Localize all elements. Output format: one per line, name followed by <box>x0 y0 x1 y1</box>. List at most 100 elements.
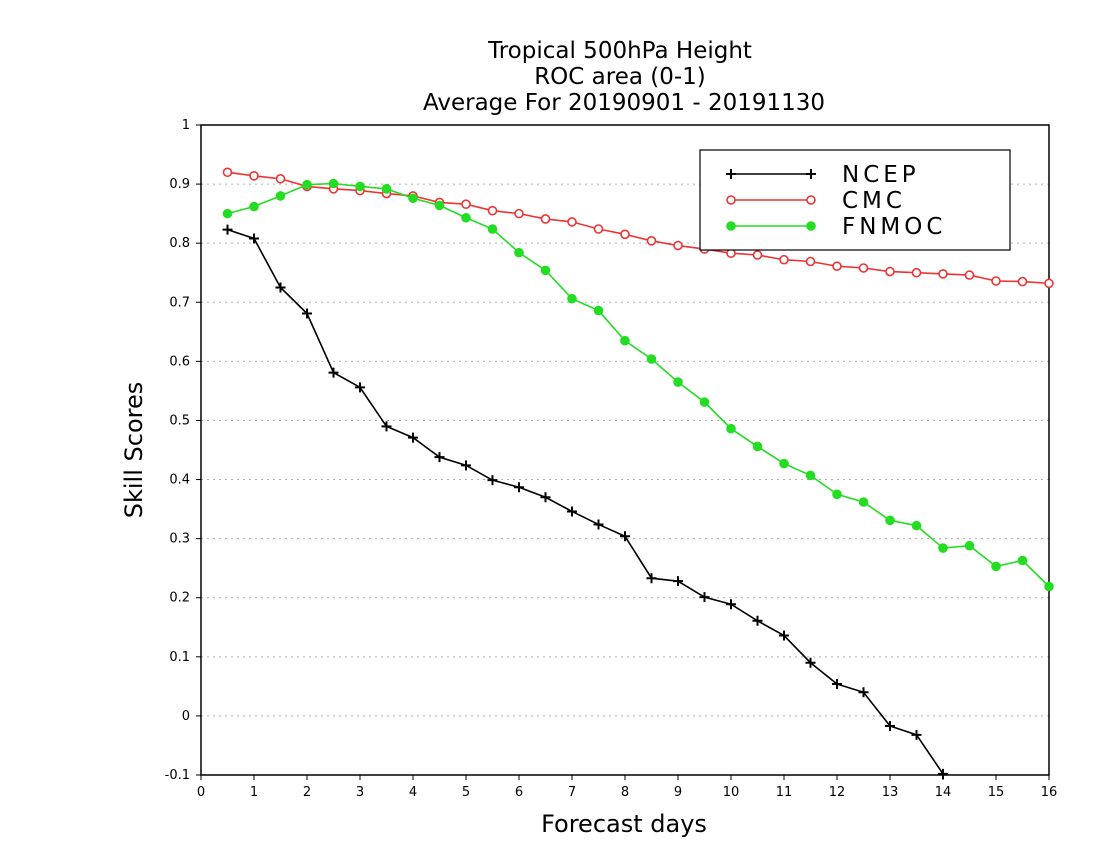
ncep-marker <box>222 224 233 235</box>
y-tick-label: -0.1 <box>165 768 190 783</box>
fnmoc-marker <box>249 201 259 212</box>
y-tick-label: 1 <box>182 118 190 133</box>
ncep-marker <box>885 720 895 731</box>
chart-title: Tropical 500hPa Height ROC area (0-1) Av… <box>423 38 825 116</box>
fnmoc-marker <box>938 543 948 553</box>
fnmoc-marker <box>355 181 365 192</box>
chart-title-line-1: Tropical 500hPa Height <box>487 38 752 64</box>
cmc-marker <box>620 229 630 240</box>
x-tick-label: 2 <box>303 785 311 800</box>
x-tick-label: 9 <box>674 785 682 800</box>
fnmoc-marker <box>461 212 471 223</box>
fnmoc-marker <box>779 458 789 469</box>
cmc-marker <box>964 270 975 280</box>
y-axis-title: Skill Scores <box>120 382 148 519</box>
cmc-marker <box>752 250 763 260</box>
y-tick-label: 0.3 <box>169 532 190 547</box>
fnmoc-marker <box>434 200 445 211</box>
fnmoc-marker <box>381 184 392 194</box>
cmc-marker <box>911 267 922 278</box>
x-tick-label: 1 <box>250 785 258 800</box>
legend-item-ncep: NCEP <box>726 162 920 188</box>
x-tick-label: 7 <box>568 785 576 800</box>
fnmoc-marker <box>911 520 922 531</box>
ncep-marker <box>487 475 498 486</box>
series-layer <box>222 167 1054 779</box>
cmc-marker <box>461 199 471 209</box>
ncep-marker <box>620 531 630 542</box>
fnmoc-marker <box>1017 555 1028 566</box>
legend-fnmoc-marker <box>726 221 736 231</box>
cmc-marker <box>514 208 524 219</box>
ncep-marker <box>646 573 657 584</box>
y-tick-label: 0 <box>182 709 190 724</box>
fnmoc-series <box>222 178 1054 592</box>
legend-item-cmc: CMC <box>726 188 902 214</box>
legend-cmc-marker <box>806 195 816 205</box>
x-tick-label: 14 <box>935 785 952 800</box>
legend-cmc-marker <box>726 195 736 205</box>
legend-fnmoc-marker <box>806 221 816 231</box>
legend-ncep-marker <box>806 169 816 179</box>
fnmoc-marker <box>991 561 1001 572</box>
fnmoc-marker <box>964 540 975 551</box>
fnmoc-marker <box>646 354 657 364</box>
chart-title-line-3: Average For 20190901 - 20191130 <box>423 90 825 116</box>
legend-ncep-marker <box>726 169 736 179</box>
ncep-marker <box>726 599 736 610</box>
cmc-marker <box>646 236 657 246</box>
ncep-marker <box>699 592 710 603</box>
fnmoc-marker <box>858 497 869 507</box>
ncep-marker <box>355 382 365 393</box>
axis-ticks <box>196 124 1050 780</box>
cmc-marker <box>858 263 869 273</box>
ncep-marker <box>858 687 869 698</box>
legend-label-ncep: NCEP <box>842 162 920 188</box>
ncep-marker <box>461 460 471 471</box>
fnmoc-marker <box>540 265 551 276</box>
ncep-marker <box>381 421 392 432</box>
ncep-marker <box>673 576 683 587</box>
fnmoc-marker <box>805 470 816 481</box>
y-tick-label: 0.5 <box>169 413 190 428</box>
ncep-marker <box>302 308 312 319</box>
ncep-marker <box>540 492 551 503</box>
y-tick-labels: -0.1 0 0.1 0.2 0.3 0.4 0.5 0.6 0.7 0.8 0.9 1 <box>165 118 190 783</box>
y-tick-label: 0.1 <box>169 650 190 665</box>
cmc-marker <box>222 167 233 178</box>
x-tick-label: 16 <box>1041 785 1058 800</box>
ncep-marker <box>328 367 339 378</box>
cmc-marker <box>249 171 259 181</box>
fnmoc-marker <box>328 178 339 189</box>
ncep-marker <box>752 615 763 626</box>
cmc-marker <box>1017 276 1028 287</box>
x-tick-label: 6 <box>515 785 523 800</box>
x-axis-title: Forecast days <box>541 810 707 838</box>
ncep-marker <box>805 657 816 668</box>
fnmoc-marker <box>832 489 842 500</box>
ncep-marker <box>249 233 259 244</box>
ncep-marker <box>832 679 842 689</box>
fnmoc-marker <box>487 224 498 234</box>
y-tick-label: 0.4 <box>169 473 190 488</box>
x-tick-label: 8 <box>621 785 629 800</box>
fnmoc-marker <box>275 191 286 201</box>
y-tick-label: 0.2 <box>169 591 190 606</box>
x-tick-label: 15 <box>988 785 1005 800</box>
cmc-marker <box>885 266 895 277</box>
cmc-marker <box>832 261 842 272</box>
ncep-marker <box>408 432 418 443</box>
fnmoc-marker <box>302 179 312 190</box>
fnmoc-marker <box>593 305 604 316</box>
legend-item-fnmoc: FNMOC <box>726 214 942 240</box>
y-tick-label: 0.6 <box>169 354 190 369</box>
ncep-marker <box>434 452 445 463</box>
fnmoc-marker <box>567 293 577 304</box>
fnmoc-marker <box>752 441 763 452</box>
cmc-marker <box>805 256 816 267</box>
fnmoc-marker <box>1044 581 1054 592</box>
x-tick-label: 10 <box>723 785 740 800</box>
ncep-marker <box>567 506 577 517</box>
ncep-marker <box>911 729 922 740</box>
ncep-marker <box>275 282 286 293</box>
